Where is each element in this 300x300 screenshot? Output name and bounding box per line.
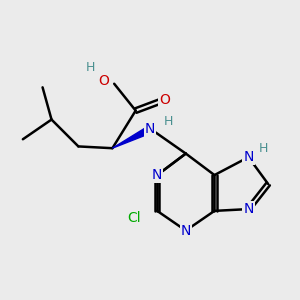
Text: N: N — [152, 168, 162, 182]
Text: N: N — [243, 150, 254, 164]
Polygon shape — [112, 127, 150, 148]
Text: N: N — [145, 122, 155, 136]
Text: N: N — [181, 224, 191, 238]
Text: O: O — [99, 74, 110, 88]
Text: Cl: Cl — [127, 211, 141, 225]
Text: H: H — [164, 115, 173, 128]
Text: N: N — [243, 202, 254, 216]
Text: H: H — [86, 61, 96, 74]
Text: O: O — [159, 93, 170, 107]
Text: H: H — [259, 142, 268, 155]
